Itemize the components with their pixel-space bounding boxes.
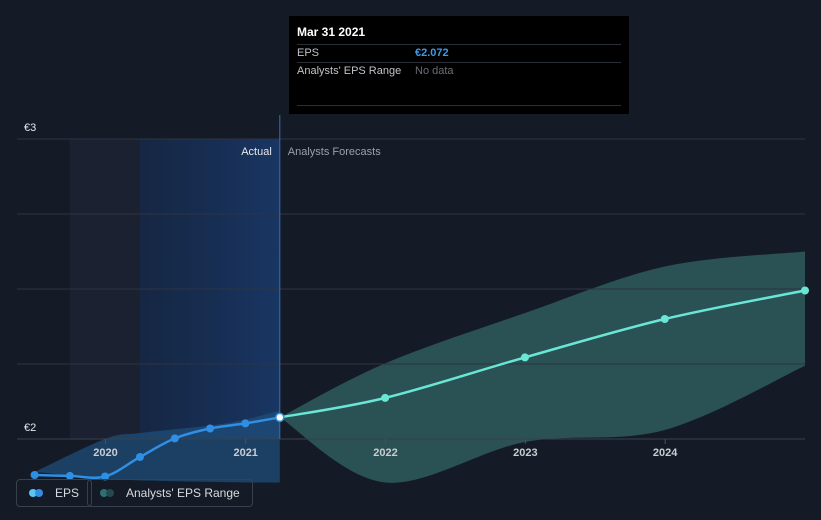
legend-range-label: Analysts' EPS Range — [126, 486, 240, 500]
x-tick-label: 2024 — [653, 447, 678, 459]
y-tick-label: €3 — [24, 122, 36, 134]
eps-point — [241, 419, 250, 428]
eps-legend-icon — [29, 489, 47, 497]
range-legend-icon — [100, 489, 118, 497]
eps-point — [170, 434, 179, 443]
eps-point — [30, 471, 39, 479]
tooltip-row-eps: EPS €2.072 — [297, 44, 621, 62]
x-tick-label: 2023 — [513, 447, 537, 459]
forecast-point — [660, 315, 669, 323]
forecast-section-label: Analysts Forecasts — [288, 146, 381, 158]
x-tick-label: 2021 — [233, 447, 257, 459]
forecast-point — [801, 286, 809, 295]
legend-range-button[interactable]: Analysts' EPS Range — [87, 479, 253, 507]
forecast-point — [520, 353, 529, 362]
tooltip-date: Mar 31 2021 — [297, 25, 366, 39]
tooltip: Mar 31 2021 EPS €2.072 Analysts' EPS Ran… — [289, 16, 629, 114]
tooltip-eps-label: EPS — [297, 47, 320, 59]
eps-point — [101, 472, 110, 481]
tooltip-range-label: Analysts' EPS Range — [297, 65, 402, 77]
legend-eps-button[interactable]: EPS — [16, 479, 93, 507]
forecast-point — [381, 393, 390, 402]
legend-eps-label: EPS — [55, 486, 80, 500]
y-tick-label: €2 — [24, 422, 36, 434]
eps-highlight-point — [275, 412, 285, 423]
x-tick-label: 2020 — [93, 447, 117, 459]
forecast-eps-range-band — [279, 251, 805, 483]
tooltip-row-range: Analysts' EPS Range No data — [297, 62, 621, 80]
tooltip-range-value: No data — [415, 65, 454, 77]
tooltip-eps-value: €2.072 — [415, 47, 449, 59]
actual-section-label: Actual — [241, 146, 272, 158]
eps-point — [135, 453, 144, 461]
tooltip-divider — [297, 105, 621, 106]
x-tick-label: 2022 — [373, 447, 397, 459]
eps-point — [65, 471, 74, 480]
eps-point — [206, 424, 215, 433]
